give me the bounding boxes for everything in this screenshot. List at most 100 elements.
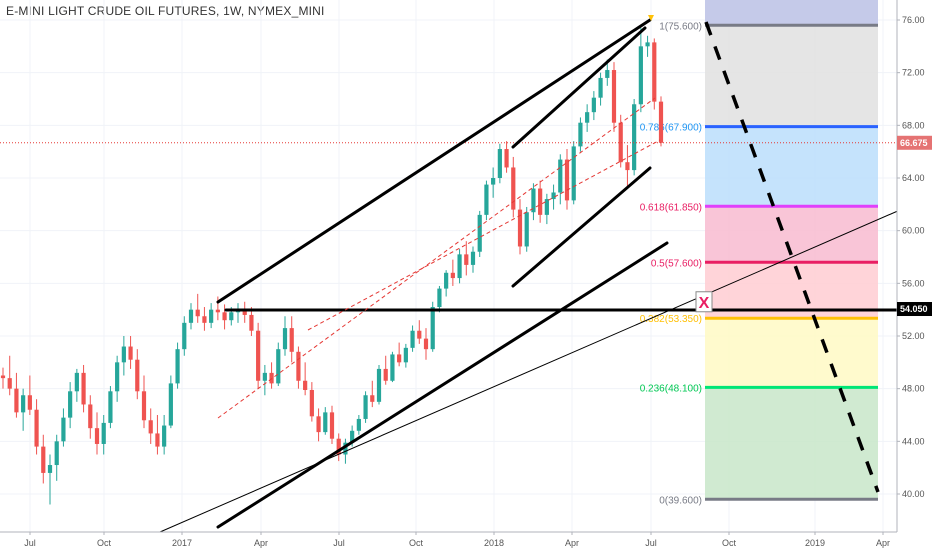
candle-body (148, 420, 153, 434)
candle-body (464, 254, 469, 265)
candle-body (632, 104, 637, 171)
candle (7, 355, 12, 396)
candle-body (423, 338, 429, 350)
candle (551, 184, 556, 210)
level-price-label: 54.050 (900, 304, 928, 314)
time-tick-label: Oct (409, 538, 424, 548)
price-tick-label: 48.00 (902, 384, 925, 394)
candle-body (47, 465, 53, 473)
candle (282, 316, 288, 356)
candle-body (450, 272, 455, 279)
candle-body (282, 328, 288, 350)
candle-body (397, 354, 402, 363)
candle-body (115, 362, 120, 392)
candle-body (444, 272, 449, 289)
candle (74, 368, 79, 402)
candle-body (276, 349, 281, 384)
candle (155, 415, 160, 455)
candle-body (383, 368, 388, 381)
candle-body (7, 378, 12, 389)
trend-drawings[interactable]: X (0, 15, 932, 533)
candle (81, 364, 86, 413)
level-price-tag (897, 302, 932, 317)
candle-body (585, 112, 590, 123)
candle (323, 407, 328, 435)
candle-body (155, 433, 160, 447)
candle (437, 285, 442, 313)
price-tick-label: 52.00 (902, 331, 925, 341)
candle-body (605, 70, 610, 78)
time-tick-label: Jul (645, 538, 657, 548)
candle (141, 375, 147, 429)
candle (564, 149, 570, 210)
candle-body (376, 368, 382, 402)
candle (329, 405, 335, 444)
candle (611, 62, 617, 132)
candle-body (410, 330, 415, 348)
trend-line (511, 26, 647, 149)
candle (484, 180, 489, 221)
candle (61, 408, 66, 447)
candle-body (356, 418, 361, 431)
price-tick-label: 68.00 (902, 120, 925, 130)
candle-body (363, 395, 368, 419)
candle (209, 303, 214, 329)
candle-body (88, 404, 93, 429)
price-tick-label: 76.00 (902, 15, 925, 25)
time-axis: Jul Oct 2017 Apr Jul Oct 2018 Apr Jul Oct 2019 Apr (0, 531, 932, 550)
candle-body (625, 162, 630, 171)
candle-body (108, 391, 113, 423)
candle-body (350, 430, 355, 443)
candle (242, 301, 247, 323)
candle-body (470, 251, 476, 265)
candle-body (61, 417, 66, 442)
fib-zone (705, 25, 878, 127)
time-tick-label: Oct (97, 538, 112, 548)
candle-body (54, 441, 59, 466)
candle (128, 336, 133, 369)
candle-body (34, 409, 39, 447)
candle (309, 382, 314, 422)
candle (598, 72, 603, 106)
candle (517, 199, 523, 255)
candle-body (611, 70, 617, 123)
candle-body (195, 309, 200, 317)
candle-body (262, 372, 267, 381)
candle (585, 104, 590, 132)
candle (403, 343, 408, 368)
candle (168, 375, 173, 429)
time-tick-label: Jul (24, 538, 36, 548)
fibonacci-retracement[interactable]: 1(75.600) 0.786(67.900) 0.618(61.850) 0.5(5… (640, 0, 878, 506)
candle-body (128, 346, 133, 360)
candle (336, 433, 341, 462)
candle-body (538, 188, 543, 215)
candle-body (41, 446, 46, 473)
price-axis: 40.00 44.00 48.00 52.00 56.00 60.00 64.00 68.00… (896, 0, 932, 550)
candle-body (21, 395, 26, 413)
candle-body (27, 395, 32, 410)
candle (222, 304, 227, 330)
candle-body (14, 388, 19, 413)
time-tick-label: Apr (565, 538, 579, 548)
candle (632, 99, 637, 176)
fib-zone (705, 318, 878, 388)
candle-body (437, 288, 442, 308)
candle (544, 193, 549, 225)
candle (363, 391, 368, 423)
candle (410, 325, 415, 352)
candle (464, 241, 469, 276)
candle (390, 351, 395, 383)
candle-body (309, 389, 314, 417)
channel-dash-upper (217, 97, 656, 419)
candle-body (517, 209, 523, 247)
candle (115, 355, 120, 402)
candle-body (336, 438, 341, 455)
candle-body (269, 372, 274, 384)
candle-body (558, 159, 563, 193)
candle (21, 388, 26, 431)
candle (256, 322, 261, 389)
fib-level-label: 0.618(61.850) (640, 202, 702, 213)
candle-body (81, 372, 86, 405)
candle-body (578, 122, 583, 147)
